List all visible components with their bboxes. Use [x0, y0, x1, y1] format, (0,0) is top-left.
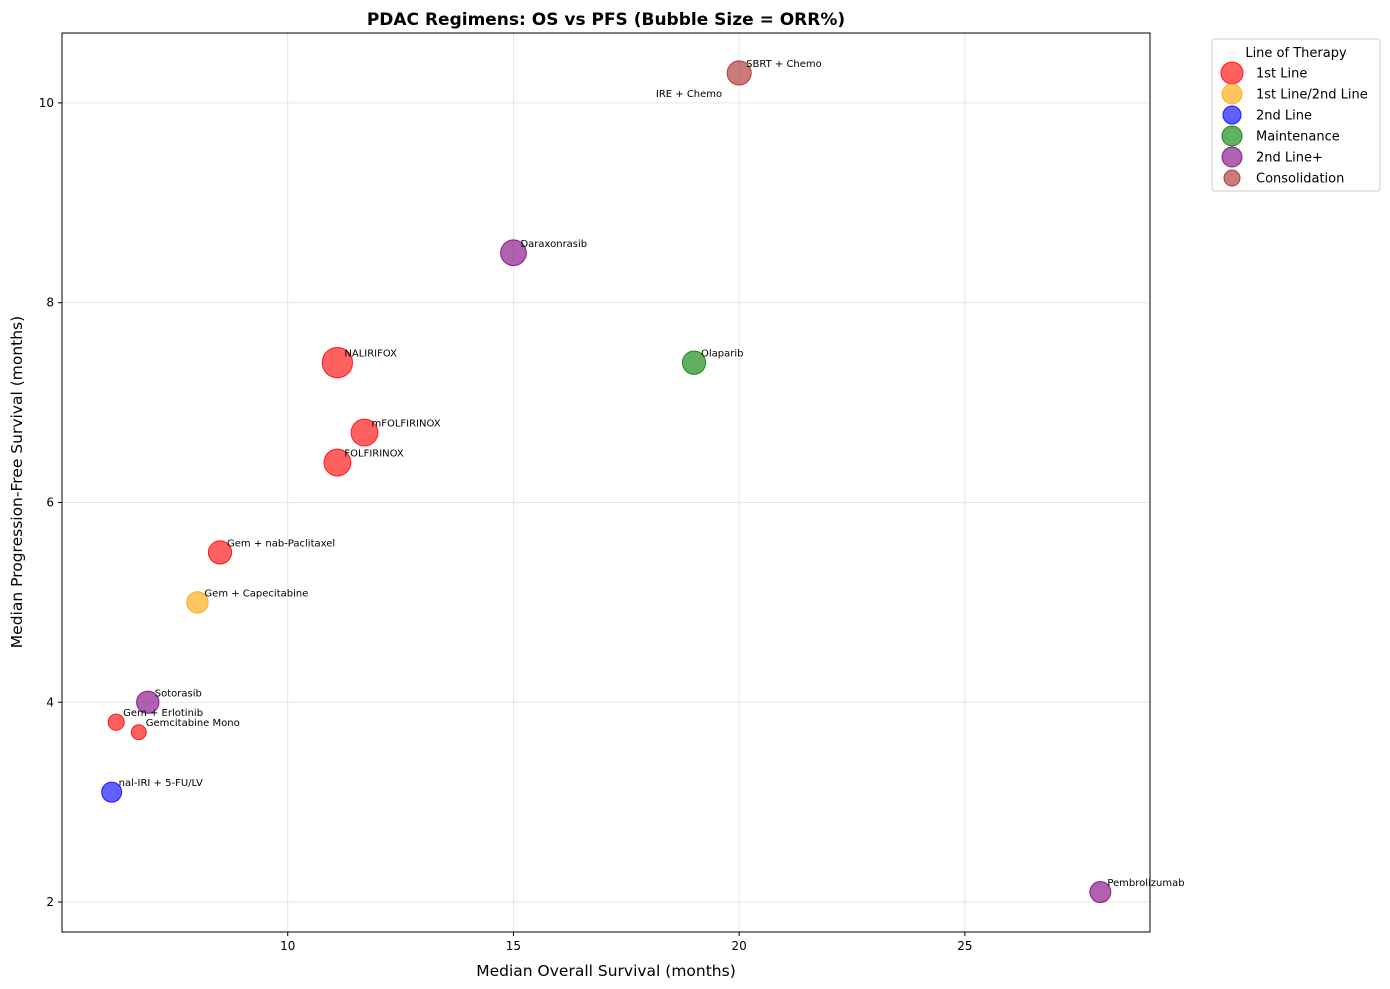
x-axis-title: Median Overall Survival (months) [476, 962, 736, 980]
point-label-gem-erlotinib: Gem + Erlotinib [123, 708, 203, 719]
y-tick-label: 10 [39, 96, 54, 110]
legend-entries: 1st Line 1st Line/2nd Line 2nd Line Mainten… [1220, 61, 1368, 187]
y-axis-title: Median Progression-Free Survival (months… [8, 316, 26, 648]
point-nalirifox [321, 346, 354, 379]
legend-label-consolidation: Consolidation [1256, 172, 1344, 187]
y-tick-label: 4 [46, 695, 54, 709]
chart-title: PDAC Regimens: OS vs PFS (Bubble Size = … [367, 10, 845, 30]
point-label-pembrolizumab: Pembrolizumab [1107, 878, 1184, 889]
point-label-gemcitabine-mono: Gemcitabine Mono [146, 718, 240, 729]
data-points [101, 60, 1112, 904]
legend-marker-maintenance [1221, 125, 1243, 147]
legend-label-maintenance: Maintenance [1256, 130, 1340, 145]
y-tick-label: 6 [46, 495, 54, 509]
point-folfirinox [323, 448, 352, 477]
point-label-olaparib: Olaparib [701, 349, 744, 360]
point-daraxonrasib [500, 239, 527, 267]
point-label-daraxonrasib: Daraxonrasib [520, 239, 587, 250]
legend-marker-consolidation [1223, 169, 1241, 187]
legend-marker-2nd-line [1222, 105, 1242, 125]
point-label-ire-chemo: IRE + Chemo [656, 89, 722, 100]
point-gem-nab-paclitaxel [207, 540, 233, 565]
x-tick-label: 20 [732, 939, 747, 953]
y-tick-label: 8 [46, 296, 54, 310]
point-label-sbrt-chemo: SBRT + Chemo [746, 59, 822, 70]
point-label-nal-iri-5-fu-lv: nal-IRI + 5-FU/LV [119, 778, 203, 789]
point-label-sotorasib: Sotorasib [155, 688, 202, 699]
point-mfolfirinox [350, 418, 379, 447]
x-tick-label: 10 [280, 939, 295, 953]
point-gemcitabine-mono [130, 724, 147, 741]
point-label-mfolfirinox: mFOLFIRINOX [371, 419, 440, 430]
point-gem-capecitabine [186, 591, 209, 614]
point-sotorasib [136, 690, 160, 714]
x-tick-label: 15 [506, 939, 521, 953]
legend-title: Line of Therapy [1245, 46, 1347, 61]
legend: Line of Therapy 1st Line 1st Line/2nd Lin… [1211, 38, 1381, 192]
grid [62, 33, 1150, 932]
point-label-gem-nab-paclitaxel: Gem + nab-Paclitaxel [227, 538, 335, 549]
point-label-folfirinox: FOLFIRINOX [344, 449, 404, 460]
plot-area-frame [61, 32, 1151, 933]
legend-label-1st-line-2nd-line: 1st Line/2nd Line [1256, 88, 1368, 103]
legend-marker-1st-line-2nd-line [1221, 83, 1243, 105]
legend-box [1211, 38, 1381, 192]
y-tick-label: 2 [46, 895, 54, 909]
point-gem-erlotinib [107, 713, 125, 731]
axis-ticks: 10 15 20 25 2 4 6 8 10 [39, 96, 973, 953]
legend-label-2nd-line: 2nd Line+ [1256, 151, 1323, 166]
point-label-nalirifox: NALIRIFOX [344, 349, 397, 360]
legend-label-2nd-line: 2nd Line [1256, 109, 1312, 124]
x-tick-label: 25 [957, 939, 972, 953]
point-pembrolizumab [1089, 881, 1112, 904]
legend-label-1st-line: 1st Line [1256, 67, 1307, 82]
point-sbrt-chemo [726, 60, 752, 86]
point-nal-iri-5-fu-lv [101, 781, 123, 803]
point-label-gem-capecitabine: Gem + Capecitabine [204, 588, 308, 599]
point-olaparib [681, 350, 707, 375]
legend-marker-2nd-line [1221, 146, 1243, 168]
point-labels: NALIRIFOX mFOLFIRINOX FOLFIRINOX Gem + nab-… [119, 59, 1185, 889]
legend-marker-1st-line [1220, 61, 1244, 85]
